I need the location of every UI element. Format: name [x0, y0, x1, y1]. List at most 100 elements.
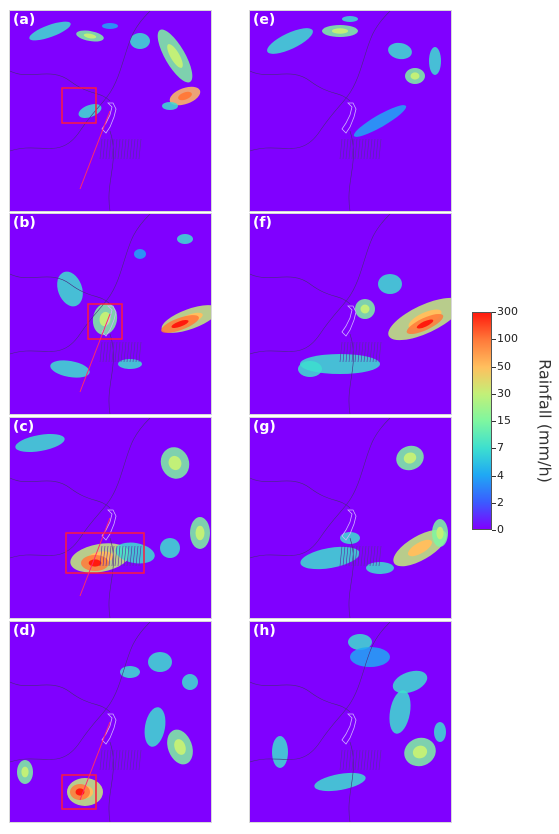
hatch-line [108, 341, 112, 363]
rain-cell [102, 23, 118, 29]
rain-cell [429, 47, 441, 75]
hatch-line [99, 341, 103, 363]
heatmap-svg [10, 214, 211, 414]
hatch-line [360, 341, 364, 363]
heatmap-svg [250, 622, 446, 822]
hatch-line [342, 138, 346, 160]
hatch-line [114, 545, 118, 567]
track-line [79, 313, 111, 393]
hatch-line [120, 545, 124, 567]
hatch-line [339, 138, 343, 160]
hatch-line [108, 749, 112, 771]
rain-core [168, 455, 182, 471]
colorbar-tick-mark [492, 475, 496, 477]
boundary-line [108, 537, 114, 618]
hatch-line [378, 341, 382, 363]
rain-cell [57, 271, 83, 307]
hatch-line [354, 341, 358, 363]
hatch-line [126, 138, 130, 160]
hatch-line [102, 749, 106, 771]
hatch-line [138, 749, 142, 771]
region-outline [341, 102, 357, 134]
hatch-line [372, 545, 376, 567]
hatch-line [135, 545, 139, 567]
hatch-line [99, 545, 103, 567]
hatch-line [351, 341, 355, 363]
hatch-line [105, 545, 109, 567]
boundary-line [10, 70, 111, 102]
colorbar-tick-label: 50 [497, 359, 511, 373]
hatch-line [354, 138, 358, 160]
hatch-line [126, 341, 130, 363]
hatch-line [132, 341, 136, 363]
boundary-line [250, 70, 351, 102]
boundary-line [250, 214, 391, 355]
colorbar-tick-mark [492, 421, 496, 422]
boundary-line [10, 11, 151, 152]
hatch-line [372, 341, 376, 363]
hatch-line [348, 545, 352, 567]
panel-h: (h) [249, 621, 452, 823]
hatch-line [360, 749, 364, 771]
region-outline [341, 713, 357, 745]
hatch-line [357, 545, 361, 567]
panel-label: (f) [253, 215, 272, 231]
track-line [79, 721, 111, 801]
rain-cell [130, 33, 150, 49]
hatch-line [339, 341, 343, 363]
hatch-line [378, 749, 382, 771]
panel-label: (h) [253, 623, 276, 639]
hatch-line [342, 341, 346, 363]
hatch-line [351, 138, 355, 160]
hatch-line [132, 138, 136, 160]
boundary-line [250, 418, 391, 559]
rain-cell [15, 434, 65, 452]
colorbar-tick-mark [492, 502, 496, 504]
colorbar-tick-mark [492, 530, 496, 531]
hatch-line [108, 545, 112, 567]
hatch-line [366, 545, 370, 567]
panel-label: (d) [13, 623, 36, 639]
colorbar-tick-label: 100 [497, 332, 518, 346]
hatch-line [129, 545, 133, 567]
hatch-line [114, 749, 118, 771]
hatch-line [123, 138, 127, 160]
rain-core [403, 452, 417, 464]
hatch-line [99, 138, 103, 160]
rain-cell [378, 274, 402, 294]
boundary-line [10, 273, 111, 305]
hatch-line [348, 138, 352, 160]
boundary-line [348, 333, 354, 414]
hatch-line [369, 749, 373, 771]
rain-cell [115, 542, 155, 564]
hatch-line [114, 138, 118, 160]
rain-cell [148, 652, 172, 672]
hatch-line [354, 749, 358, 771]
heatmap-svg [10, 418, 210, 618]
hatch-line [363, 749, 367, 771]
rain-cell [434, 722, 446, 742]
heatmap-svg [250, 11, 441, 211]
rain-core [83, 33, 97, 39]
region-outline [101, 305, 117, 337]
colorbar-tick-mark [492, 448, 496, 450]
rain-cell [342, 16, 358, 22]
rain-core [21, 766, 29, 778]
rain-core [171, 320, 189, 328]
hatch-line [123, 749, 127, 771]
hatch-line [363, 341, 367, 363]
heatmap-svg [250, 214, 451, 414]
rain-cell [392, 670, 428, 694]
rain-cell [144, 707, 166, 747]
rain-core [167, 44, 183, 68]
heatmap-svg [10, 622, 198, 822]
rain-cell [182, 674, 198, 690]
rain-cell [350, 647, 390, 667]
hatch-line [138, 138, 142, 160]
rain-cell [300, 546, 360, 570]
hatch-line [363, 138, 367, 160]
hatch-line [123, 545, 127, 567]
hatch-line [348, 749, 352, 771]
hatch-line [108, 138, 112, 160]
boundary-line [348, 741, 354, 822]
